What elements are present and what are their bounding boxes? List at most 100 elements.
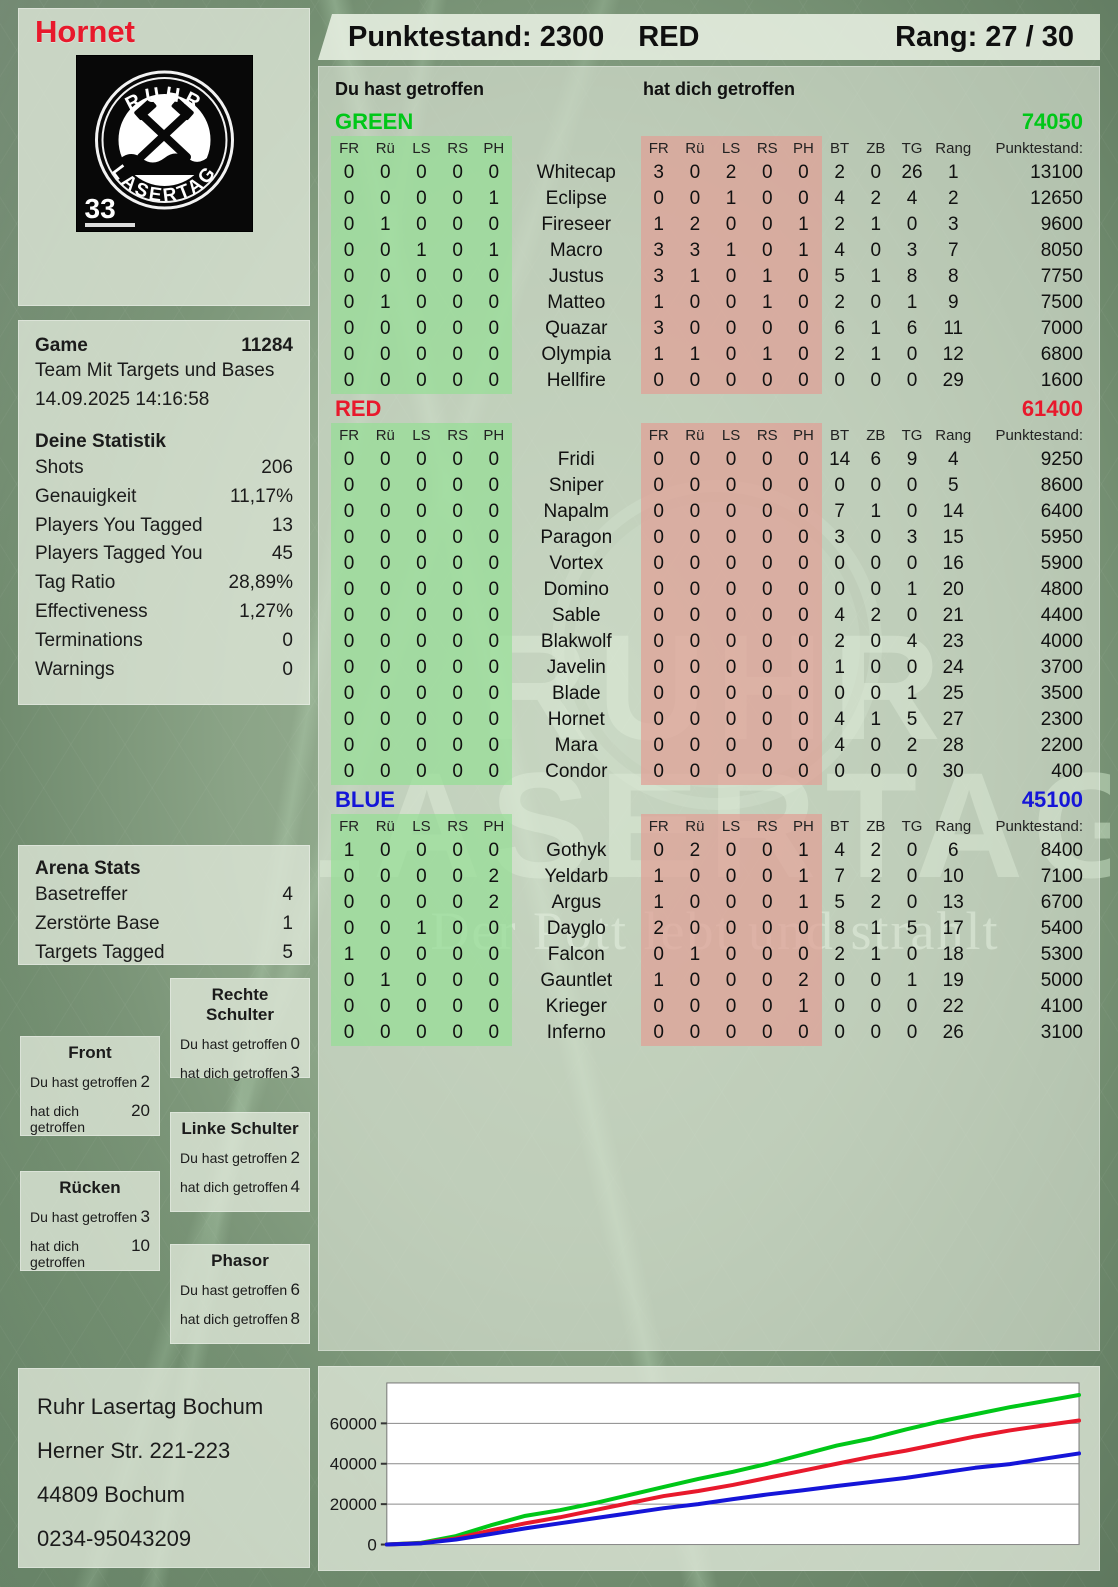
cell-got-Rü: 0 <box>676 759 713 785</box>
cell-punktestand: 6700 <box>1040 892 1083 913</box>
col-header-hit-FR: FR <box>331 136 368 160</box>
cell-hit-Rü: 0 <box>367 838 404 864</box>
cell-hit-PH: 0 <box>475 838 512 864</box>
cell-rang: 7 <box>947 240 959 261</box>
cell-hit-PH: 0 <box>475 342 512 368</box>
cell-hit-Rü: 0 <box>367 1020 404 1046</box>
table-row[interactable]: 0 0 0 0 0 Sniper 0 0 0 0 0 0 0 0 5 8600 <box>331 473 1087 499</box>
cell-hit-RS: 0 <box>439 916 476 942</box>
table-row[interactable]: 0 0 0 0 0 Quazar 3 0 0 0 0 6 1 6 11 7000 <box>331 316 1087 342</box>
game-header-row: Game 11284 <box>35 335 293 357</box>
col-header-hit-FR: FR <box>331 423 368 447</box>
cell-hit-PH: 0 <box>475 681 512 707</box>
table-row[interactable]: 0 1 0 0 0 Fireseer 1 2 0 0 1 2 1 0 3 9600 <box>331 212 1087 238</box>
cell-got-RS: 0 <box>749 551 786 577</box>
cell-got-Rü: 0 <box>676 629 713 655</box>
cell-got-Rü: 0 <box>676 1020 713 1046</box>
cell-player-name: Gauntlet <box>540 970 613 991</box>
cell-hit-PH: 0 <box>475 316 512 342</box>
cell-got-LS: 0 <box>712 655 750 681</box>
stat-row-value: 11,17% <box>229 485 293 507</box>
cell-bt: 1 <box>834 657 845 678</box>
cell-got-PH: 0 <box>785 160 822 186</box>
table-row[interactable]: 0 0 0 0 0 Sable 0 0 0 0 0 4 2 0 21 4400 <box>331 603 1087 629</box>
cell-hit-RS: 0 <box>439 759 476 785</box>
cell-tg: 5 <box>906 709 918 730</box>
cell-zb: 0 <box>870 475 882 496</box>
table-row[interactable]: 0 0 0 0 0 Olympia 1 1 0 1 0 2 1 0 12 6800 <box>331 342 1087 368</box>
table-row[interactable]: 0 0 0 0 0 Condor 0 0 0 0 0 0 0 0 30 400 <box>331 759 1087 785</box>
cell-hit-RS: 0 <box>439 890 476 916</box>
table-row[interactable]: 0 0 1 0 1 Macro 3 3 1 0 1 4 0 3 7 8050 <box>331 238 1087 264</box>
table-row[interactable]: 0 0 0 0 0 Blakwolf 0 0 0 0 0 2 0 4 23 4000 <box>331 629 1087 655</box>
stat-row-value: 13 <box>271 514 293 536</box>
cell-tg: 1 <box>906 683 918 704</box>
chart-line-green <box>384 1392 1082 1547</box>
cell-bt: 4 <box>834 605 845 626</box>
cell-got-Rü: 1 <box>676 342 713 368</box>
chart-line-red <box>384 1418 1082 1547</box>
table-row[interactable]: 0 0 0 0 0 Hornet 0 0 0 0 0 4 1 5 27 2300 <box>331 707 1087 733</box>
cell-got-RS: 0 <box>749 603 786 629</box>
cell-got-RS: 0 <box>749 316 786 342</box>
cell-hit-PH: 0 <box>475 290 512 316</box>
table-row[interactable]: 0 0 0 0 0 Paragon 0 0 0 0 0 3 0 3 15 5950 <box>331 525 1087 551</box>
table-row[interactable]: 0 0 0 0 0 Domino 0 0 0 0 0 0 0 1 20 4800 <box>331 577 1087 603</box>
cell-got-LS: 1 <box>712 186 750 212</box>
cell-tg: 0 <box>906 370 918 391</box>
table-row[interactable]: 0 0 0 0 2 Yeldarb 1 0 0 0 1 7 2 0 10 7100 <box>331 864 1087 890</box>
table-row[interactable]: 0 1 0 0 0 Matteo 1 0 0 1 0 2 0 1 9 7500 <box>331 290 1087 316</box>
cell-got-FR: 0 <box>640 186 677 212</box>
table-row[interactable]: 0 0 0 0 0 Napalm 0 0 0 0 0 7 1 0 14 6400 <box>331 499 1087 525</box>
cell-rang: 19 <box>942 970 964 991</box>
cell-hit-LS: 0 <box>403 655 440 681</box>
table-row[interactable]: 0 0 1 0 0 Dayglo 2 0 0 0 0 8 1 5 17 5400 <box>331 916 1087 942</box>
table-row[interactable]: 0 0 0 0 1 Eclipse 0 0 1 0 0 4 2 4 2 12650 <box>331 186 1087 212</box>
table-row[interactable]: 1 0 0 0 0 Falcon 0 1 0 0 0 2 1 0 18 5300 <box>331 942 1087 968</box>
table-row[interactable]: 0 0 0 0 2 Argus 1 0 0 0 1 5 2 0 13 6700 <box>331 890 1087 916</box>
cell-got-PH: 0 <box>785 759 822 785</box>
table-row[interactable]: 1 0 0 0 0 Gothyk 0 2 0 0 1 4 2 0 6 8400 <box>331 838 1087 864</box>
cell-punktestand: 5300 <box>1040 944 1083 965</box>
table-row[interactable]: 0 0 0 0 0 Mara 0 0 0 0 0 4 0 2 28 2200 <box>331 733 1087 759</box>
col-header-hit-FR: FR <box>331 814 368 838</box>
cell-got-FR: 0 <box>640 655 677 681</box>
team-total-score: 45100 <box>1021 787 1083 812</box>
cell-got-PH: 0 <box>785 942 822 968</box>
cell-player-name: Sniper <box>548 475 604 496</box>
cell-hit-Rü: 0 <box>367 499 404 525</box>
cell-hit-Rü: 0 <box>367 890 404 916</box>
table-row[interactable]: 0 0 0 0 0 Vortex 0 0 0 0 0 0 0 0 16 5900 <box>331 551 1087 577</box>
stat-row: Warnings 0 <box>35 656 293 685</box>
cell-hit-PH: 0 <box>475 1020 512 1046</box>
cell-rang: 28 <box>942 735 964 756</box>
chart-ytick-label-0: 0 <box>367 1536 376 1555</box>
cell-hit-PH: 0 <box>475 473 512 499</box>
table-row[interactable]: 0 0 0 0 0 Whitecap 3 0 2 0 0 2 0 26 1 13100 <box>331 160 1087 186</box>
cell-zb: 0 <box>870 579 882 600</box>
cell-player-name: Inferno <box>546 1022 606 1043</box>
table-row[interactable]: 0 1 0 0 0 Gauntlet 1 0 0 0 2 0 0 1 19 5000 <box>331 968 1087 994</box>
table-row[interactable]: 0 0 0 0 0 Hellfire 0 0 0 0 0 0 0 0 29 1600 <box>331 368 1087 394</box>
cell-got-PH: 1 <box>785 238 822 264</box>
cell-got-LS: 0 <box>712 264 750 290</box>
table-row[interactable]: 0 0 0 0 0 Inferno 0 0 0 0 0 0 0 0 26 3100 <box>331 1020 1087 1046</box>
table-row[interactable]: 0 0 0 0 0 Fridi 0 0 0 0 0 14 6 9 4 9250 <box>331 447 1087 473</box>
table-row[interactable]: 0 0 0 0 0 Justus 3 1 0 1 0 5 1 8 8 7750 <box>331 264 1087 290</box>
cell-hit-Rü: 0 <box>367 264 404 290</box>
cell-zb: 0 <box>870 292 882 313</box>
col-header-got-RS: RS <box>749 814 786 838</box>
cell-hit-PH: 0 <box>475 264 512 290</box>
col-header-hit-RS: RS <box>439 814 476 838</box>
table-row[interactable]: 0 0 0 0 0 Krieger 0 0 0 0 1 0 0 0 22 4100 <box>331 994 1087 1020</box>
cell-zb: 2 <box>870 892 882 913</box>
cell-player-name: Macro <box>549 240 603 261</box>
venue-address-list: Ruhr Lasertag Bochum Herner Str. 221-223 4… <box>37 1385 291 1561</box>
cell-rang: 30 <box>942 761 964 782</box>
table-row[interactable]: 0 0 0 0 0 Javelin 0 0 0 0 0 1 0 0 24 3700 <box>331 655 1087 681</box>
col-header-TG: TG <box>901 139 923 157</box>
table-row[interactable]: 0 0 0 0 0 Blade 0 0 0 0 0 0 0 1 25 3500 <box>331 681 1087 707</box>
cell-tg: 0 <box>906 553 918 574</box>
cell-got-FR: 0 <box>640 525 677 551</box>
cell-got-PH: 0 <box>785 342 822 368</box>
